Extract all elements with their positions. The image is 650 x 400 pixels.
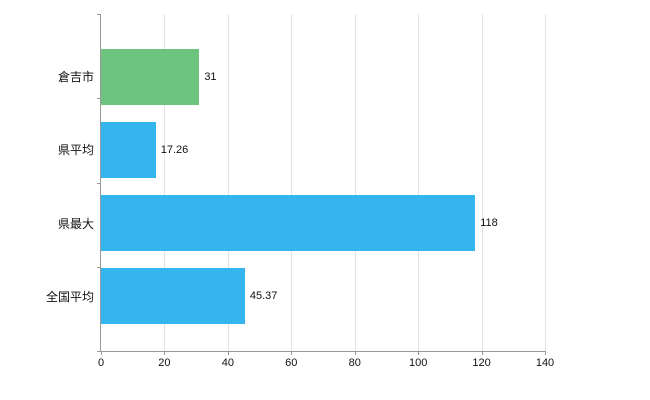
x-axis-tick	[354, 351, 356, 355]
x-axis-tick	[545, 351, 546, 355]
gridline	[545, 14, 546, 351]
x-axis-tick	[101, 351, 102, 355]
value-label: 17.26	[160, 143, 189, 156]
plot-area: 0 20 40 60 80 100 120 140 倉吉市 31 県平均 17.26 県最大 118 全国平…	[46, 14, 554, 369]
y-axis-tick	[97, 98, 101, 100]
category-label: 倉吉市	[57, 70, 94, 85]
gridline	[227, 14, 229, 351]
x-axis-tick-label: 60	[285, 357, 298, 369]
bar-2	[101, 195, 476, 252]
x-axis-tick-label: 40	[221, 357, 234, 369]
x-axis-tick-label: 140	[535, 357, 555, 369]
x-axis-tick	[164, 351, 166, 355]
y-axis-tick	[97, 14, 101, 15]
bar-row: 倉吉市 31	[58, 40, 545, 113]
value-label: 31	[204, 70, 217, 83]
category-label: 県最大	[57, 216, 94, 231]
gridline	[481, 14, 483, 351]
category-label: 全国平均	[45, 289, 94, 304]
bar-0	[101, 48, 200, 105]
x-axis-tick-label: 120	[472, 357, 491, 369]
x-axis-tick	[481, 351, 483, 355]
gridline	[418, 14, 420, 351]
x-axis-tick-label: 80	[348, 357, 361, 369]
bar-row: 県最大 118	[58, 187, 545, 260]
x-axis-tick	[418, 351, 420, 355]
gridline	[291, 14, 293, 351]
y-axis-tick	[97, 266, 101, 268]
bar-row: 県平均 17.26	[58, 113, 545, 186]
gridline	[164, 14, 166, 351]
value-label: 118	[480, 217, 498, 230]
value-label: 45.37	[249, 290, 278, 303]
x-axis-tick	[227, 351, 229, 355]
gridline	[354, 14, 356, 351]
x-axis-tick-label: 20	[158, 357, 171, 369]
x-axis-tick-label: 0	[97, 357, 105, 369]
bar-3	[101, 268, 245, 325]
category-label: 県平均	[57, 143, 94, 158]
x-axis-tick-label: 100	[408, 357, 428, 369]
bar-rows: 倉吉市 31 県平均 17.26 県最大 118 全国平均 45.37	[46, 14, 545, 351]
bar-1	[101, 121, 156, 178]
y-axis-tick	[97, 182, 101, 184]
x-axis-tick	[291, 351, 293, 355]
bar-row: 全国平均 45.37	[46, 260, 545, 333]
y-axis-tick	[97, 351, 101, 352]
